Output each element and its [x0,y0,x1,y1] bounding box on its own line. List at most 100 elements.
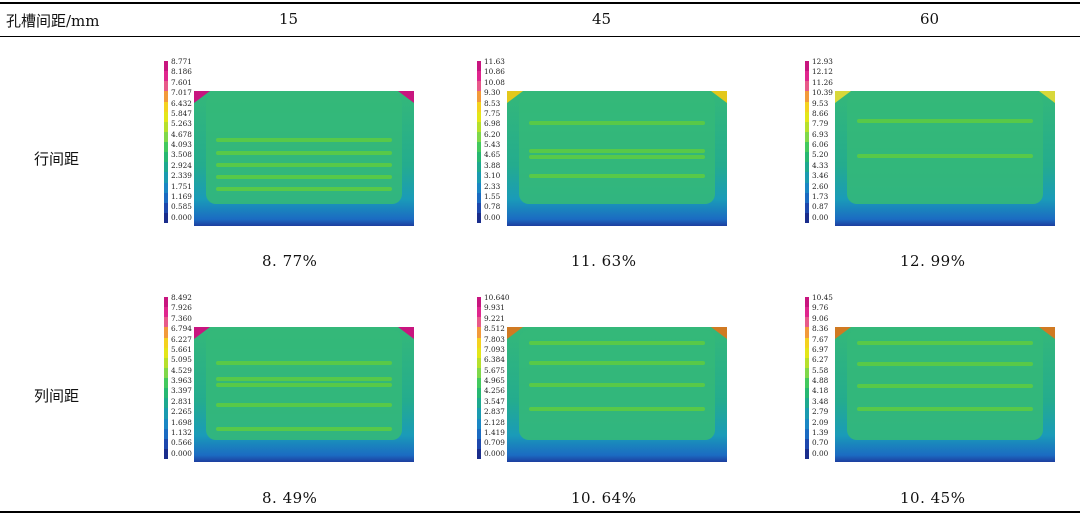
colorbar [805,61,809,223]
colorbar-segment [164,121,168,132]
colorbar-segment [805,398,809,409]
colorbar-tick-label: 2.265 [171,407,192,417]
contour-cell-r1c0: 8.492 7.926 7.360 6.794 6.227 5.661 5.095 4.529… [164,294,414,462]
colorbar-segment [805,347,809,358]
colorbar-segment [805,192,809,203]
colorbar-segment [805,182,809,193]
colorbar-tick-label: 8.492 [171,293,192,302]
colorbar-segment [805,438,809,449]
colorbar-segment [805,448,809,459]
colorbar-segment [477,317,481,328]
colorbar-tick-label: 9.06 [812,313,829,323]
colorbar-tick-label: 1.132 [171,428,192,437]
colorbar-segment [164,357,168,368]
colorbar-segment [805,91,809,102]
colorbar-tick-label: 2.79 [812,407,829,417]
contour-cell-r0c1: 11.63 10.86 10.08 9.30 8.53 7.75 6.98 6.20 5.43 4… [477,58,727,226]
colorbar-tick-label: 1.419 [484,428,505,437]
colorbar-segment [164,317,168,328]
colorbar-segment [805,121,809,132]
colorbar-segment [164,172,168,183]
colorbar-segment [477,357,481,368]
percent-r0c0: 8. 77% [262,252,318,270]
colorbar-segment [164,337,168,348]
colorbar-segment [164,101,168,112]
stripe-band [857,384,1033,388]
colorbar-segment [805,418,809,429]
colorbar-tick-label: 12.93 [812,57,833,66]
column-header-60: 60 [920,10,940,28]
colorbar-tick-label: 7.017 [171,88,192,98]
stripe-band [216,383,392,387]
colorbar-segment [164,367,168,378]
colorbar-tick-label: 2.09 [812,417,829,427]
contour-cell-r0c0: 8.771 8.186 7.601 7.017 6.432 5.847 5.263 4.678… [164,58,414,226]
colorbar-tick-label: 3.963 [171,376,192,386]
corner-hotspot-right [711,91,727,103]
colorbar-tick-label: 4.18 [812,386,829,396]
colorbar-tick-label: 9.30 [484,88,501,98]
corner-hotspot-left [194,327,210,339]
colorbar-segment [805,297,809,308]
contour-cell-r1c2: 10.45 9.76 9.06 8.36 7.67 6.97 6.27 5.58 4.88 4.1… [805,294,1055,462]
colorbar-segment [477,71,481,82]
colorbar-tick-label: 11.63 [484,57,505,66]
stripe-band [216,151,392,155]
colorbar-segment [805,61,809,72]
colorbar-segment [805,142,809,153]
row-label-column-spacing: 列间距 [34,387,80,405]
colorbar-tick-label: 9.53 [812,98,829,108]
stripe-band [529,383,705,387]
colorbar-segment [805,337,809,348]
plot-body [847,94,1043,204]
colorbar-tick-label: 0.70 [812,438,829,448]
contour-plot [835,91,1055,226]
colorbar [164,61,168,223]
colorbar-tick-label: 5.20 [812,150,829,160]
stripe-band [216,361,392,365]
colorbar [164,297,168,459]
colorbar-segment [805,212,809,223]
colorbar-segment [477,212,481,223]
contour-cell-r1c1: 10.640 9.931 9.221 8.512 7.803 7.093 6.384 5.67… [477,294,727,462]
colorbar-segment [477,152,481,163]
stripe-band [529,407,705,411]
colorbar-tick-label: 10.08 [484,77,505,87]
colorbar-segment [805,367,809,378]
stripe-band [529,121,705,125]
colorbar-segment [477,367,481,378]
stripe-band [529,149,705,153]
colorbar-tick-label: 4.093 [171,140,192,150]
colorbar-segment [477,297,481,308]
colorbar-tick-label: 4.256 [484,386,505,396]
stripe-band [216,403,392,407]
colorbar-tick-label: 6.27 [812,355,829,365]
percent-r0c1: 11. 63% [571,252,637,270]
colorbar-segment [164,428,168,439]
colorbar-segment [164,212,168,223]
colorbar-segment [477,91,481,102]
colorbar-tick-label: 6.93 [812,129,829,139]
colorbar-tick-label: 10.640 [484,293,510,302]
contour-plot [507,91,727,226]
colorbar-tick-label: 0.709 [484,438,505,448]
colorbar-tick-label: 7.601 [171,77,192,87]
colorbar-tick-label: 0.00 [484,212,501,222]
stripe-band [529,361,705,365]
colorbar [477,61,481,223]
colorbar-segment [164,408,168,419]
colorbar-segment [164,111,168,122]
colorbar-tick-label: 2.837 [484,407,505,417]
stripe-band [216,427,392,431]
colorbar-tick-label: 0.566 [171,438,192,448]
percent-r0c2: 12. 99% [900,252,966,270]
colorbar-segment [164,202,168,213]
colorbar-tick-label: 0.000 [171,448,192,458]
colorbar-tick-label: 9.931 [484,303,505,313]
colorbar-tick-label: 8.512 [484,324,505,334]
colorbar-segment [477,121,481,132]
colorbar-tick-label: 2.128 [484,417,505,427]
colorbar-tick-label: 6.794 [171,324,192,334]
colorbar-segment [805,357,809,368]
colorbar-tick-label: 4.33 [812,160,829,170]
